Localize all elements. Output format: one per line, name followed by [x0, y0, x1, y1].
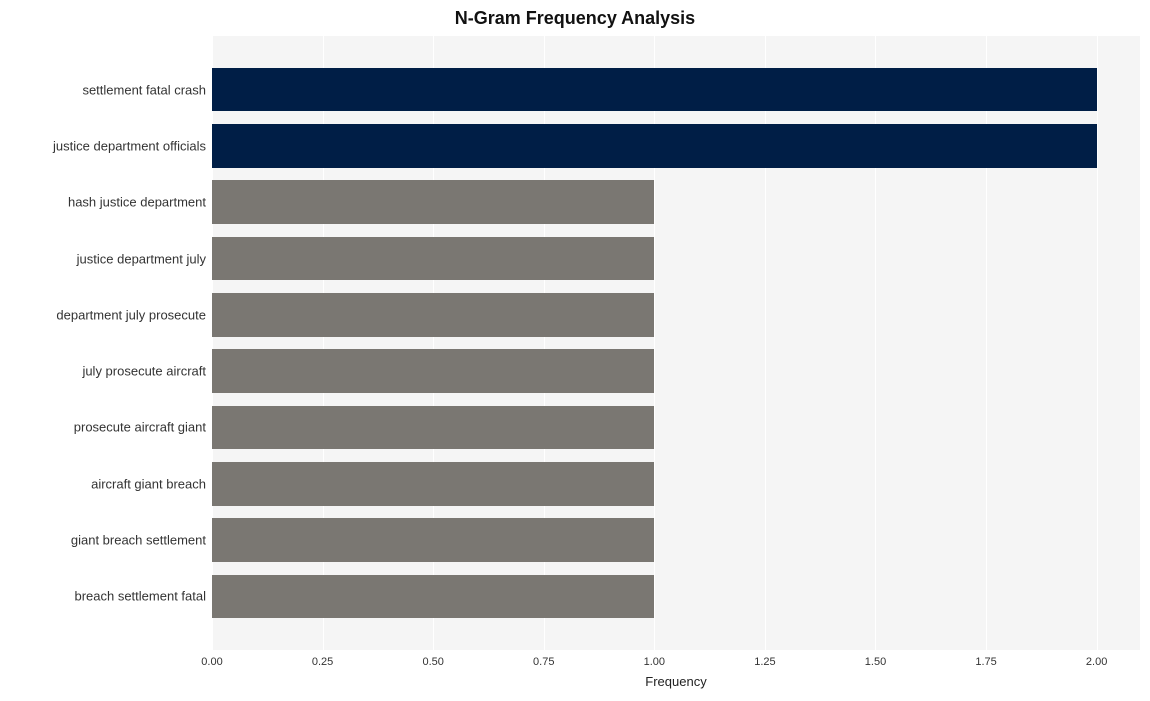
bar: [212, 349, 654, 393]
bar: [212, 575, 654, 619]
bar: [212, 406, 654, 450]
x-tick-label: 0.25: [312, 656, 333, 668]
y-tick-label: justice department july: [77, 251, 212, 266]
ngram-frequency-chart: N-Gram Frequency Analysis settlement fat…: [0, 0, 1150, 701]
bar: [212, 293, 654, 337]
y-tick-label: giant breach settlement: [71, 533, 212, 548]
x-axis-label: Frequency: [645, 674, 706, 689]
y-tick-label: prosecute aircraft giant: [74, 420, 212, 435]
bar: [212, 462, 654, 506]
y-tick-label: breach settlement fatal: [74, 589, 212, 604]
x-tick-label: 1.25: [754, 656, 775, 668]
row-band: [212, 625, 1140, 650]
y-tick-label: settlement fatal crash: [82, 82, 212, 97]
x-tick-label: 1.75: [975, 656, 996, 668]
y-tick-label: july prosecute aircraft: [82, 364, 212, 379]
x-tick-label: 0.00: [201, 656, 222, 668]
chart-title: N-Gram Frequency Analysis: [0, 8, 1150, 29]
x-tick-label: 1.50: [865, 656, 886, 668]
plot-area: settlement fatal crashjustice department…: [212, 36, 1140, 650]
x-tick-label: 0.75: [533, 656, 554, 668]
y-tick-label: hash justice department: [68, 195, 212, 210]
y-tick-label: justice department officials: [53, 138, 212, 153]
x-tick-label: 0.50: [422, 656, 443, 668]
bar: [212, 180, 654, 224]
row-band: [212, 36, 1140, 61]
x-tick-label: 1.00: [644, 656, 665, 668]
bar: [212, 124, 1097, 168]
bar: [212, 68, 1097, 112]
gridline: [1097, 36, 1098, 650]
bar: [212, 237, 654, 281]
y-tick-label: department july prosecute: [56, 307, 212, 322]
y-tick-label: aircraft giant breach: [91, 476, 212, 491]
bar: [212, 518, 654, 562]
x-tick-label: 2.00: [1086, 656, 1107, 668]
